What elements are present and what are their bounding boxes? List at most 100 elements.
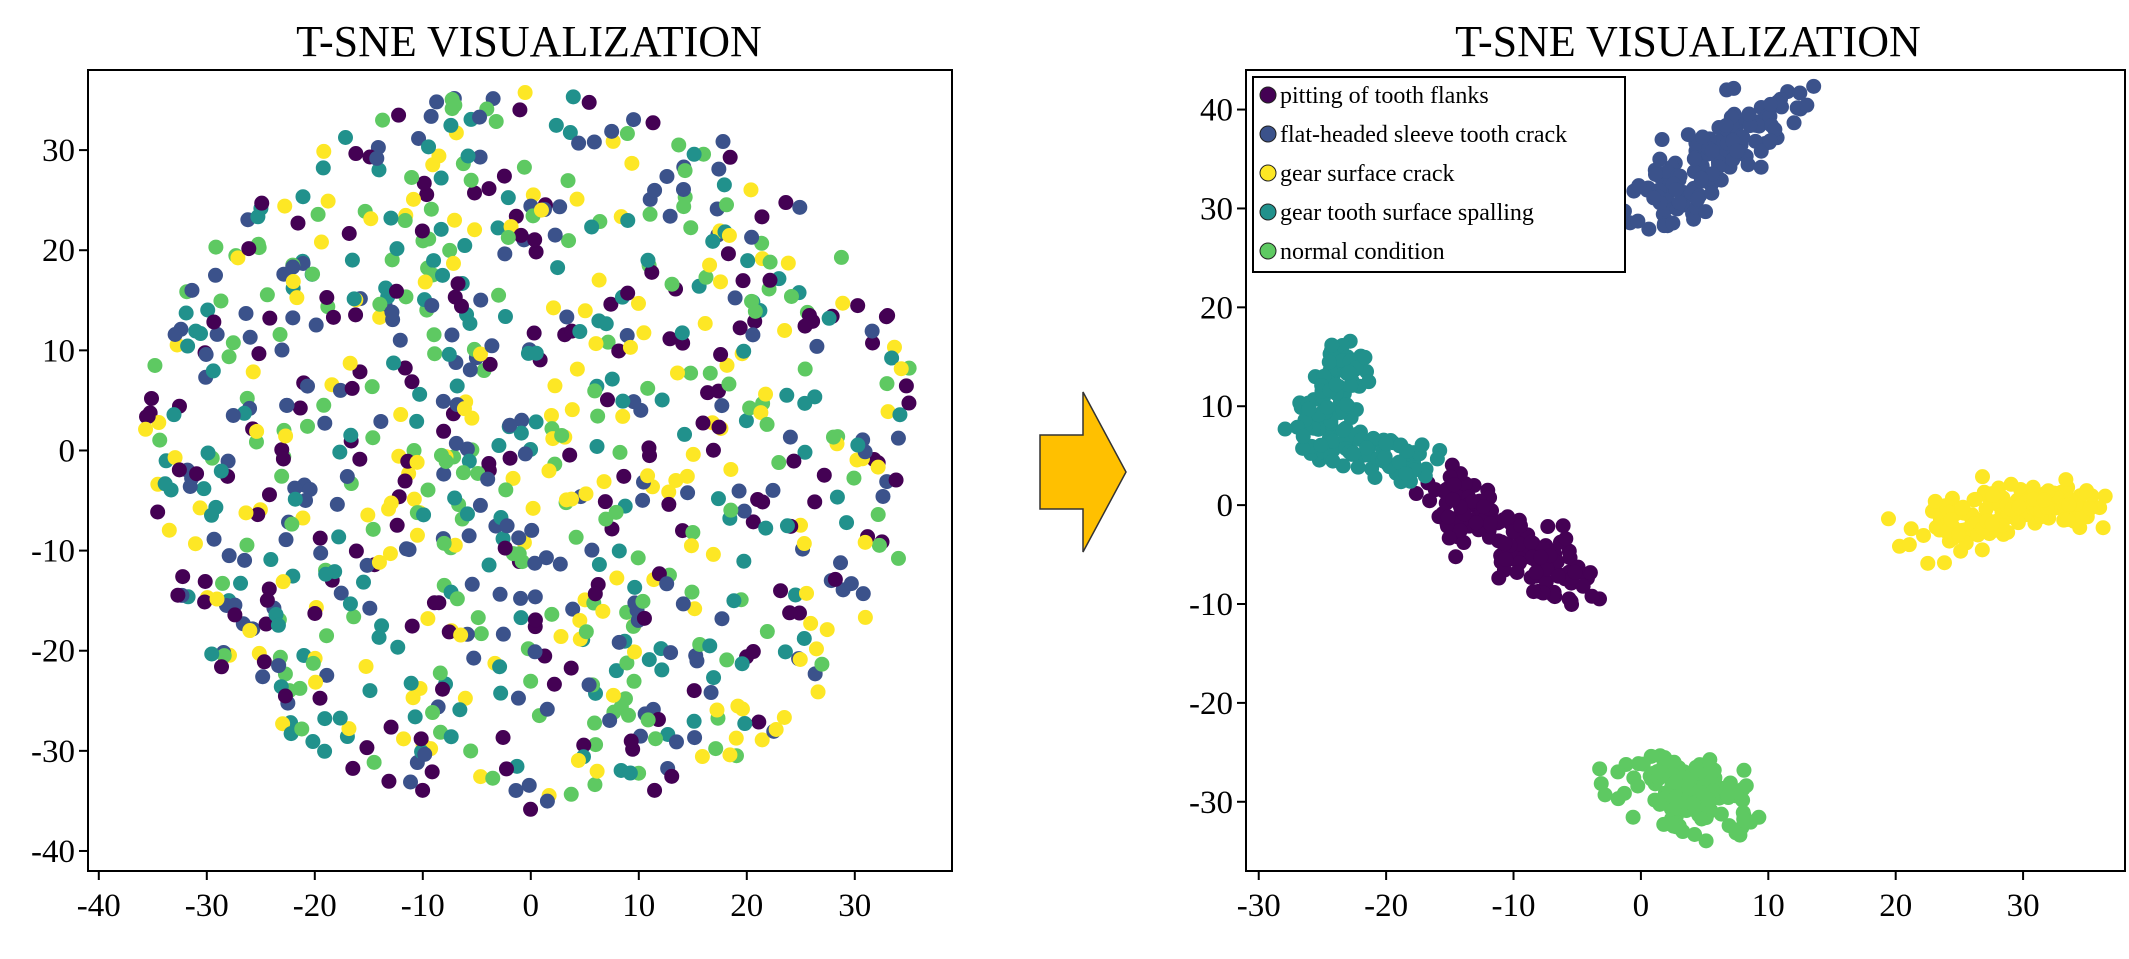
scatter-point xyxy=(1540,519,1556,535)
scatter-point xyxy=(543,407,559,423)
scatter-point xyxy=(539,701,555,717)
scatter-point xyxy=(178,305,194,321)
scatter-point xyxy=(677,163,693,179)
scatter-point xyxy=(1753,143,1769,159)
scatter-point xyxy=(730,698,746,714)
scatter-point xyxy=(396,731,412,747)
scatter-point xyxy=(197,574,213,590)
scatter-point xyxy=(1498,551,1514,567)
scatter-point xyxy=(457,690,473,706)
scatter-point xyxy=(855,586,871,602)
scatter-point xyxy=(1741,106,1757,122)
scatter-point xyxy=(796,536,812,552)
scatter-point xyxy=(864,323,880,339)
scatter-point xyxy=(547,378,563,394)
scatter-point xyxy=(441,624,457,640)
scatter-point xyxy=(345,760,361,776)
scatter-point xyxy=(206,314,222,330)
scatter-point xyxy=(870,459,886,475)
scatter-point xyxy=(778,195,794,211)
scatter-point xyxy=(409,527,425,543)
scatter-point xyxy=(742,400,758,416)
scatter-point xyxy=(499,518,515,534)
scatter-point xyxy=(275,716,291,732)
scatter-point xyxy=(630,295,646,311)
scatter-point xyxy=(620,285,636,301)
scatter-point xyxy=(636,325,652,341)
scatter-point xyxy=(1377,449,1393,465)
scatter-point xyxy=(481,181,497,197)
scatter-point xyxy=(722,747,738,763)
scatter-point xyxy=(1974,469,1990,485)
scatter-point xyxy=(263,552,279,568)
scatter-point xyxy=(420,482,436,498)
scatter-point xyxy=(1441,530,1457,546)
scatter-point xyxy=(403,774,419,790)
scatter-point xyxy=(300,378,316,394)
scatter-point xyxy=(292,400,308,416)
scatter-point xyxy=(435,393,451,409)
scatter-point xyxy=(271,658,287,674)
scatter-point xyxy=(1686,151,1702,167)
scatter-point xyxy=(375,112,391,128)
scatter-point xyxy=(359,557,375,573)
scatter-point xyxy=(1584,588,1600,604)
scatter-point xyxy=(865,335,881,351)
scatter-point xyxy=(568,529,584,545)
scatter-point xyxy=(544,606,560,622)
scatter-point xyxy=(810,684,826,700)
scatter-point xyxy=(497,246,513,262)
scatter-point xyxy=(390,639,406,655)
scatter-point xyxy=(463,172,479,188)
x-tick-label: 30 xyxy=(2007,888,2040,924)
scatter-point xyxy=(485,770,501,786)
scatter-point xyxy=(590,408,606,424)
scatter-point xyxy=(1334,337,1350,353)
scatter-point xyxy=(1610,791,1626,807)
scatter-point xyxy=(484,338,500,354)
scatter-point xyxy=(407,709,423,725)
scatter-point xyxy=(591,272,607,288)
scatter-point xyxy=(516,159,532,175)
scatter-point xyxy=(587,777,603,793)
scatter-point xyxy=(513,610,529,626)
scatter-point xyxy=(679,468,695,484)
scatter-point xyxy=(167,327,183,343)
scatter-point xyxy=(1528,564,1544,580)
scatter-point xyxy=(284,516,300,532)
transition-arrow-icon xyxy=(1039,391,1127,553)
scatter-point xyxy=(797,318,813,334)
scatter-point xyxy=(578,624,594,640)
scatter-point xyxy=(344,252,360,268)
scatter-point xyxy=(762,272,778,288)
scatter-point xyxy=(363,211,379,227)
scatter-point xyxy=(1575,578,1591,594)
scatter-point xyxy=(449,591,465,607)
scatter-point xyxy=(513,227,529,243)
scatter-point xyxy=(2011,499,2027,515)
scatter-point xyxy=(167,450,183,466)
scatter-point xyxy=(768,722,784,738)
scatter-point xyxy=(816,467,832,483)
scatter-point xyxy=(779,387,795,403)
scatter-point xyxy=(332,382,348,398)
scatter-point xyxy=(605,687,621,703)
scatter-point xyxy=(850,298,866,314)
scatter-point xyxy=(343,427,359,443)
scatter-point xyxy=(744,229,760,245)
scatter-point xyxy=(332,444,348,460)
scatter-point xyxy=(799,585,815,601)
scatter-point xyxy=(364,379,380,395)
scatter-point xyxy=(751,714,767,730)
scatter-point xyxy=(747,303,763,319)
scatter-point xyxy=(880,404,896,420)
scatter-point xyxy=(1767,121,1783,137)
legend: pitting of tooth flanks flat-headed sleev… xyxy=(1252,76,1626,273)
scatter-point xyxy=(2082,501,2098,517)
scatter-point xyxy=(1592,761,1608,777)
plot-frame-left xyxy=(87,69,953,872)
scatter-point xyxy=(589,763,605,779)
scatter-point xyxy=(546,676,562,692)
scatter-point xyxy=(525,187,541,203)
scatter-point xyxy=(1325,433,1341,449)
